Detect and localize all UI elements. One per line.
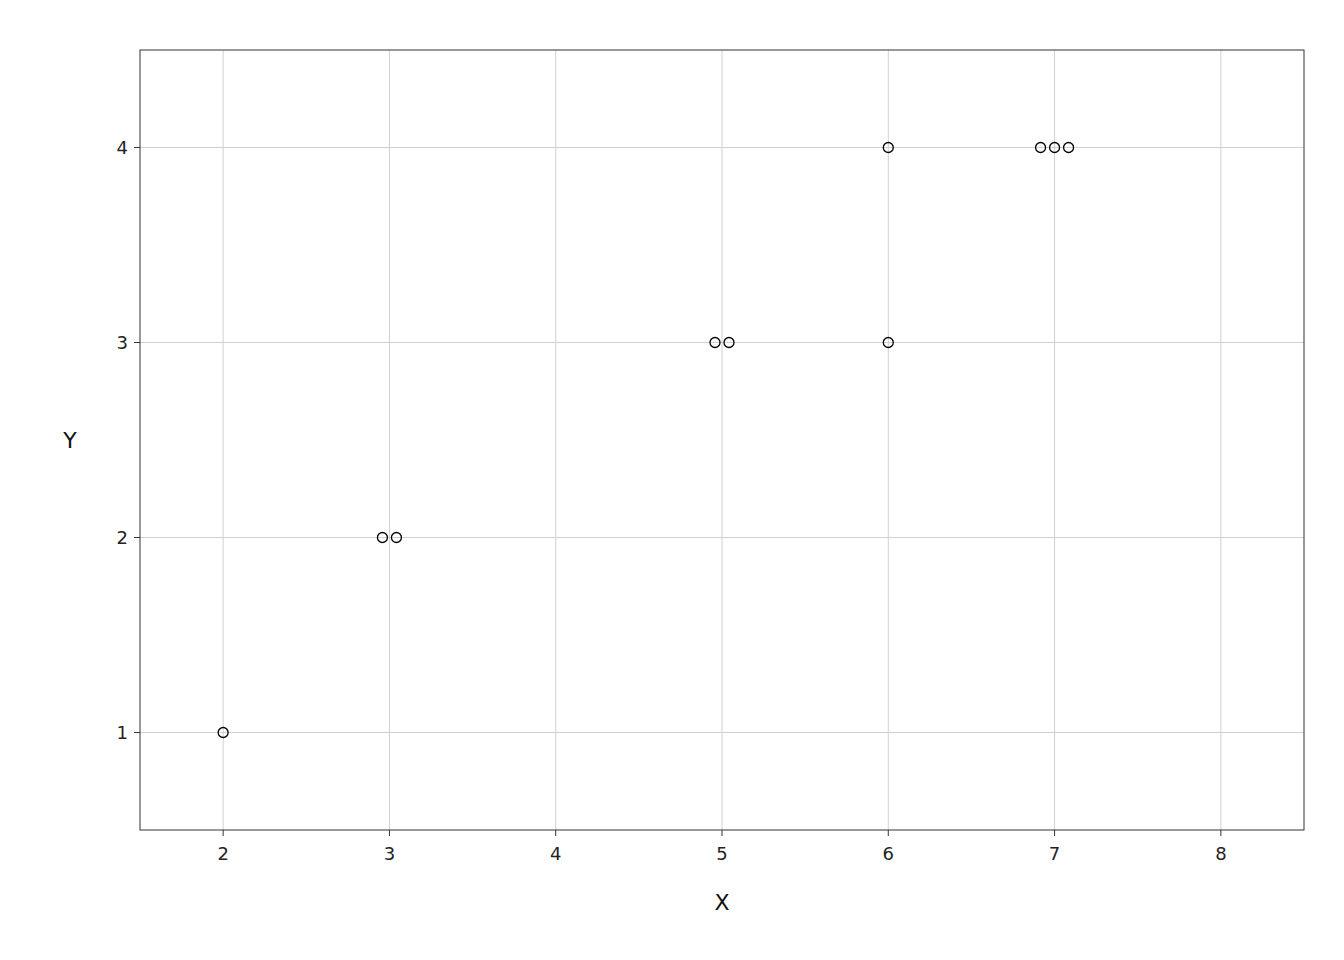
- x-tick: [555, 830, 556, 836]
- x-tick-label: 3: [384, 843, 395, 864]
- y-tick: [134, 342, 140, 343]
- point: [1064, 143, 1074, 153]
- grid-line-y: [140, 732, 1304, 733]
- x-tick: [1220, 830, 1221, 836]
- y-tick: [134, 537, 140, 538]
- background: [0, 0, 1344, 960]
- y-tick-label: 1: [117, 722, 128, 743]
- grid-line-x: [389, 50, 390, 830]
- point: [218, 728, 228, 738]
- x-tick-label: 8: [1215, 843, 1226, 864]
- x-tick-label: 6: [883, 843, 894, 864]
- y-tick-label: 3: [117, 332, 128, 353]
- grid-line-x: [223, 50, 224, 830]
- x-tick: [1054, 830, 1055, 836]
- grid-line-x: [722, 50, 723, 830]
- x-axis-label: X: [714, 890, 729, 915]
- y-tick-label: 2: [117, 527, 128, 548]
- point: [391, 533, 401, 543]
- points: [218, 143, 1073, 738]
- x-tick-label: 7: [1049, 843, 1060, 864]
- grid-line-y: [140, 147, 1304, 148]
- x-tick-label: 4: [550, 843, 561, 864]
- grid-line-x: [888, 50, 889, 830]
- point: [1050, 143, 1060, 153]
- point: [1036, 143, 1046, 153]
- point: [883, 338, 893, 348]
- x-tick: [888, 830, 889, 836]
- grid-line-y: [140, 342, 1304, 343]
- grid-line-x: [1054, 50, 1055, 830]
- x-tick-label: 5: [716, 843, 727, 864]
- y-tick: [134, 147, 140, 148]
- point: [377, 533, 387, 543]
- grid: [140, 50, 1304, 830]
- y-tick: [134, 732, 140, 733]
- x-tick: [223, 830, 224, 836]
- grid-line-y: [140, 537, 1304, 538]
- axes: 2 3 4 5 6 7 8 1 2 3 4: [117, 137, 1227, 864]
- y-axis-label: Y: [62, 428, 77, 453]
- grid-line-x: [555, 50, 556, 830]
- point: [710, 338, 720, 348]
- y-tick-label: 4: [117, 137, 128, 158]
- point: [724, 338, 734, 348]
- x-tick: [722, 830, 723, 836]
- x-tick-label: 2: [217, 843, 228, 864]
- grid-line-x: [1220, 50, 1221, 830]
- chart: 2 3 4 5 6 7 8 1 2 3 4 X Y: [0, 0, 1344, 960]
- plot-frame: [140, 50, 1304, 830]
- x-tick: [389, 830, 390, 836]
- point: [883, 143, 893, 153]
